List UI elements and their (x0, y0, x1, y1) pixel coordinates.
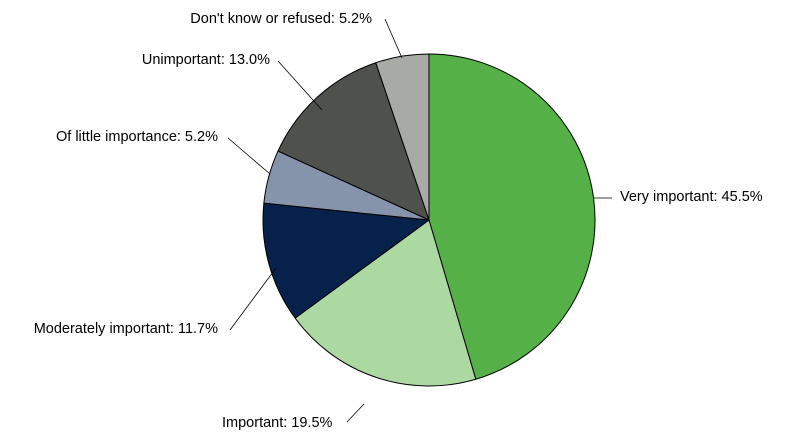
leader-line-unimportant (277, 60, 323, 111)
slice-label-unimportant: Unimportant: 13.0% (142, 52, 270, 68)
slice-label-of-little-importance: Of little importance: 5.2% (56, 129, 218, 145)
leader-line-of-little-importance (227, 137, 271, 175)
pie-slice-important (294, 219, 477, 387)
slice-label-important: Important: 19.5% (222, 415, 333, 431)
pie-slice-moderately-important (262, 202, 430, 319)
leader-line-don-t-know-or-refused (384, 18, 403, 59)
slice-labels: Very important: 45.5% Important: 19.5% Mod… (34, 11, 763, 431)
leader-line-moderately-important (229, 267, 277, 331)
slice-label-don-t-know-or-refused: Don't know or refused: 5.2% (190, 11, 372, 27)
pie-slice-unimportant (277, 62, 430, 221)
slice-label-very-important: Very important: 45.5% (620, 189, 763, 205)
pie-slice-very-important (428, 53, 596, 380)
pie-slice-don-t-know-or-refused (375, 53, 430, 221)
leader-line-important (346, 403, 365, 423)
pie-slices (262, 53, 596, 387)
leader-lines (227, 18, 612, 423)
slice-label-moderately-important: Moderately important: 11.7% (34, 321, 218, 337)
